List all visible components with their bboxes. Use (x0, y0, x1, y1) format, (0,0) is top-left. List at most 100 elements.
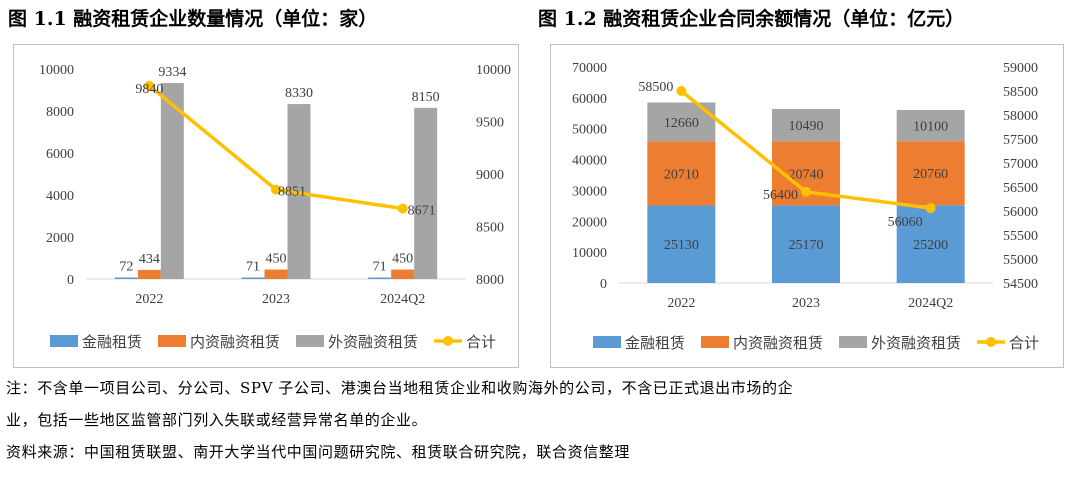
note-line-2: 业，包括一些地区监管部门列入失联或经营异常名单的企业。 (6, 411, 428, 429)
bar-value-label: 12660 (664, 116, 699, 131)
y-left-tick-label: 60000 (572, 92, 607, 107)
bar-value-label: 20740 (789, 167, 824, 182)
bar-foreign (414, 107, 438, 279)
bar-value-label: 71 (246, 260, 260, 275)
legend-swatch-domestic (158, 335, 186, 347)
y-right-tick-label: 8000 (476, 273, 504, 288)
legend-label: 合计 (466, 333, 496, 351)
legend-entry: 金融租赁 (593, 334, 685, 352)
total-marker (676, 86, 687, 96)
bar-value-label: 25130 (664, 238, 699, 253)
bar-value-label: 25170 (789, 238, 824, 253)
total-marker (271, 184, 281, 195)
bar-foreign (772, 108, 840, 142)
total-marker (144, 80, 155, 91)
y-left-tick-label: 6000 (46, 147, 74, 162)
chart-panel-enterprise-count: 0 2000 4000 6000 8000 10000 8000 8500 9000 9500 10… (13, 44, 519, 368)
y-right-tick-label: 10000 (476, 63, 511, 78)
bar-finance (368, 277, 392, 279)
y-left-tick-label: 70000 (572, 61, 607, 76)
legend-marker-total (986, 337, 996, 347)
bar-domestic (264, 269, 288, 279)
y-left-tick-label: 10000 (39, 63, 74, 78)
bar-domestic (647, 141, 716, 206)
enterprise-count-chart: 0 2000 4000 6000 8000 10000 8000 8500 9000 9500 10… (39, 63, 511, 351)
y-left-tick-label: 30000 (572, 184, 607, 199)
y-left-tick-label: 2000 (46, 231, 74, 246)
chart-panel-contract-balance: 0 10000 20000 30000 40000 50000 60000 70000 5450… (550, 44, 1064, 368)
y-right-tick-label: 56000 (1003, 205, 1038, 220)
bar-foreign (160, 82, 184, 280)
legend-label: 金融租赁 (82, 333, 142, 351)
y-left-tick-label: 0 (67, 273, 74, 288)
total-marker (925, 203, 936, 214)
legend-swatch-domestic (701, 336, 729, 348)
source-note: 资料来源：中国租赁联盟、南开大学当代中国问题研究院、租赁联合研究院，联合资信整理 (6, 443, 631, 461)
bar-domestic (137, 269, 161, 279)
y-right-tick-label: 55500 (1003, 229, 1038, 244)
bar-value-label: 10100 (913, 120, 948, 135)
legend-swatch-foreign (296, 335, 324, 347)
legend-entry: 外资融资租赁 (839, 334, 961, 352)
y-right-tick-label: 54500 (1003, 277, 1038, 292)
bar-value-label: 9334 (158, 65, 186, 80)
legend-label: 内资融资租赁 (190, 333, 280, 351)
bar-value-label: 20710 (664, 168, 699, 183)
y-left-tick-label: 50000 (572, 123, 607, 138)
legend-entry: 合计 (434, 333, 496, 351)
note-line-1: 注：不含单一项目公司、分公司、SPV 子公司、港澳台当地租赁企业和收购海外的公司… (6, 379, 794, 397)
total-value-label: 58500 (638, 80, 673, 95)
legend-marker-total (443, 336, 453, 346)
total-value-label: 8671 (408, 204, 436, 219)
y-right-tick-label: 57500 (1003, 133, 1038, 148)
y-left-tick-label: 0 (600, 277, 607, 292)
legend-label: 内资融资租赁 (733, 334, 823, 352)
y-left-tick-label: 40000 (572, 154, 607, 169)
x-tick-label: 2023 (262, 292, 290, 307)
bar-value-label: 8330 (285, 86, 313, 101)
legend-swatch-finance (593, 336, 621, 348)
legend-label: 合计 (1009, 334, 1039, 352)
bar-value-label: 25200 (913, 238, 948, 253)
total-value-label: 56060 (888, 215, 923, 230)
bar-domestic (391, 269, 415, 279)
x-tick-label: 2022 (667, 296, 695, 311)
bar-value-label: 20760 (913, 167, 948, 182)
y-right-tick-label: 9000 (476, 168, 504, 183)
y-left-tick-label: 4000 (46, 189, 74, 204)
bar-finance (647, 205, 716, 283)
total-marker (397, 203, 408, 214)
y-right-tick-label: 59000 (1003, 61, 1038, 76)
y-right-tick-label: 58500 (1003, 85, 1038, 100)
bar-value-label: 434 (139, 252, 160, 267)
x-tick-label: 2023 (792, 296, 820, 311)
y-left-tick-label: 10000 (572, 246, 607, 261)
total-value-label: 56400 (763, 188, 798, 203)
legend-entry: 外资融资租赁 (296, 333, 418, 351)
figure-1-1-title: 图 1.1 融资租赁企业数量情况（单位：家） (8, 8, 378, 30)
bar-value-label: 72 (119, 259, 133, 274)
bar-finance (114, 277, 138, 279)
legend-swatch-finance (50, 335, 78, 347)
bar-value-label: 10490 (789, 119, 824, 134)
x-tick-label: 2024Q2 (380, 292, 425, 307)
legend-swatch-foreign (839, 336, 867, 348)
bar-domestic (896, 141, 965, 206)
y-right-tick-label: 8500 (476, 221, 504, 236)
legend-entry: 内资融资租赁 (158, 333, 280, 351)
contract-balance-chart: 0 10000 20000 30000 40000 50000 60000 70000 5450… (572, 61, 1039, 352)
bar-value-label: 450 (266, 252, 287, 267)
legend-entry: 合计 (977, 334, 1039, 352)
bar-value-label: 450 (392, 252, 413, 267)
legend-label: 外资融资租赁 (871, 334, 961, 352)
y-right-tick-label: 58000 (1003, 109, 1038, 124)
bar-value-label: 8150 (412, 90, 440, 105)
bar-foreign (896, 110, 965, 142)
total-value-label: 9840 (135, 82, 163, 97)
legend-label: 外资融资租赁 (328, 333, 418, 351)
total-marker (801, 186, 811, 197)
x-tick-label: 2024Q2 (908, 296, 953, 311)
bar-finance (241, 277, 265, 279)
y-left-tick-label: 8000 (46, 105, 74, 120)
y-right-tick-label: 57000 (1003, 157, 1038, 172)
